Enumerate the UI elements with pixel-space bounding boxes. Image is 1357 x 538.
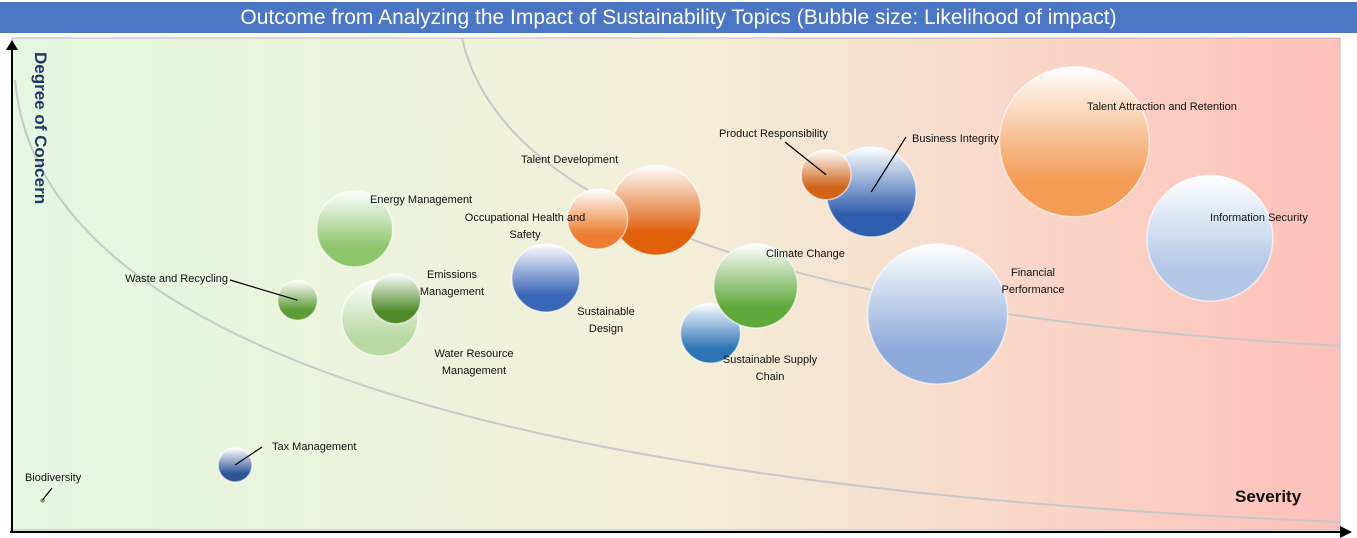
bubble — [679, 302, 742, 364]
bubble — [866, 243, 1009, 385]
bubble-label: Product Responsibility — [719, 128, 828, 140]
y-axis-label: Degree of Concern — [31, 52, 50, 205]
bubble-label: Information Security — [1210, 212, 1308, 224]
bubble — [511, 243, 581, 313]
zone-curve — [461, 37, 1341, 347]
bubble-label: Financial Performance — [1001, 267, 1065, 296]
bubble-label: Biodiversity — [25, 472, 82, 484]
bubble — [566, 188, 629, 250]
bubble-label: Sustainable Supply Chain — [722, 354, 818, 383]
zone-curve — [14, 79, 1341, 523]
bubble-label: Talent Attraction and Retention — [1087, 101, 1237, 113]
bubble-label: Sustainable Design — [577, 306, 635, 335]
bubble-label: Waste and Recycling — [125, 273, 228, 285]
x-axis-label: Severity — [1235, 487, 1302, 506]
x-axis-arrow — [1340, 526, 1352, 538]
leader-line — [234, 446, 263, 466]
bubble — [712, 243, 799, 329]
bubble-label: Energy Management — [370, 194, 473, 206]
leader-line — [229, 279, 298, 301]
leader-line — [42, 487, 53, 501]
bubble — [998, 66, 1151, 218]
bubble — [315, 190, 394, 268]
bubble-label: Water Resource Management — [434, 348, 514, 377]
bubble-label: Occupational Health and Safety — [464, 212, 586, 241]
bubble — [1146, 174, 1274, 302]
y-axis-arrow — [6, 40, 18, 50]
leader-line — [784, 141, 827, 176]
bubble-label: Talent Development — [521, 154, 619, 166]
bubble-label: Climate Change — [766, 248, 845, 260]
bubble — [370, 273, 422, 325]
chart-title: Outcome from Analyzing the Impact of Sus… — [0, 2, 1357, 33]
leader-line — [870, 136, 907, 193]
bubble-label: Business Integrity — [912, 133, 999, 145]
bubble-label: Emissions Management — [419, 269, 485, 298]
bubble-label: Tax Management — [272, 441, 357, 453]
